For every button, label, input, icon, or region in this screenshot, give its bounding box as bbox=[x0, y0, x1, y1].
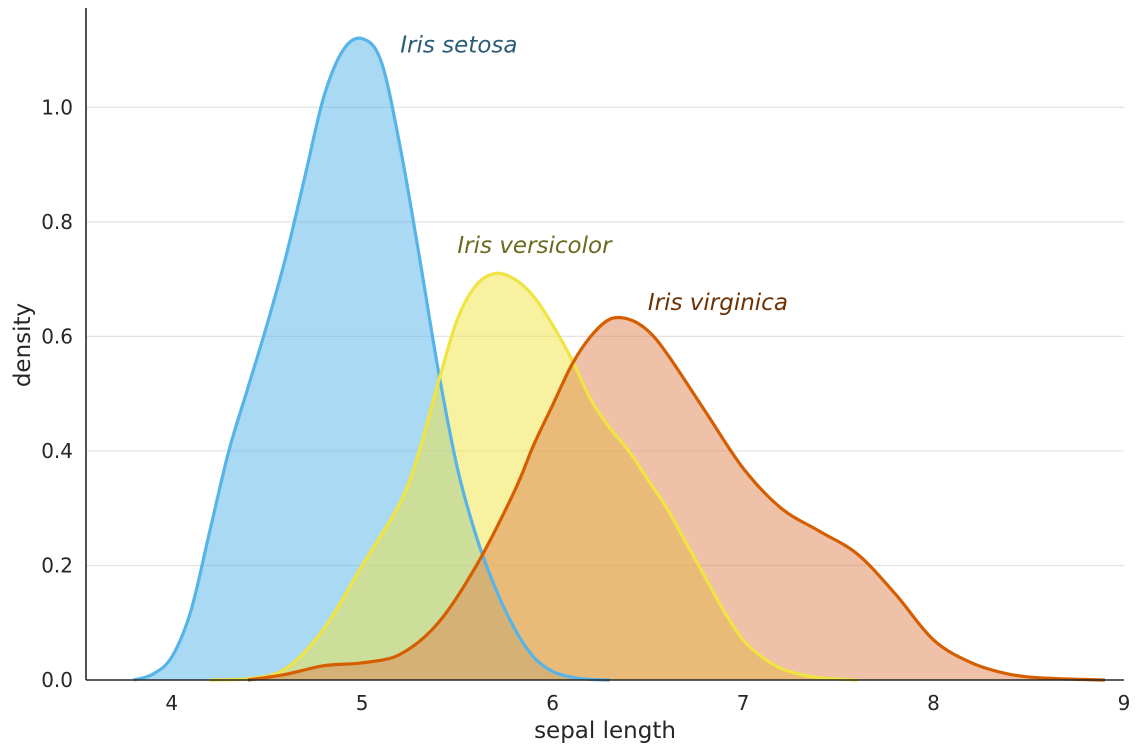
y-axis-label: density bbox=[10, 303, 36, 387]
series-label-iris-versicolor: Iris versicolor bbox=[457, 233, 613, 259]
x-tick-label: 5 bbox=[356, 691, 369, 715]
y-tick-label: 0.8 bbox=[41, 210, 73, 234]
y-tick-label: 0.2 bbox=[41, 553, 73, 577]
x-tick-label: 4 bbox=[165, 691, 178, 715]
axes bbox=[85, 8, 1124, 681]
density-curves bbox=[133, 36, 1105, 682]
y-tick-label: 0.6 bbox=[41, 324, 73, 348]
y-tick-label: 1.0 bbox=[41, 95, 73, 119]
y-tick-label: 0.4 bbox=[41, 439, 73, 463]
x-tick-label: 7 bbox=[737, 691, 750, 715]
density-curve-iris-virginica bbox=[247, 315, 1105, 682]
series-labels: Iris setosa Iris versicolor Iris virginica bbox=[400, 32, 788, 316]
density-curve-iris-setosa bbox=[133, 36, 610, 682]
density-curve-iris-versicolor bbox=[209, 271, 858, 682]
x-tick-label: 9 bbox=[1118, 691, 1131, 715]
tick-labels: 4 5 6 7 8 9 0.0 0.2 0.4 0.6 0.8 1.0 bbox=[41, 95, 1130, 715]
x-axis-label: sepal length bbox=[534, 718, 676, 744]
x-tick-label: 8 bbox=[927, 691, 940, 715]
y-tick-label: 0.0 bbox=[41, 668, 73, 692]
series-label-iris-virginica: Iris virginica bbox=[648, 290, 788, 316]
density-fill-iris-setosa bbox=[133, 38, 610, 680]
density-fills bbox=[133, 38, 1105, 680]
series-label-iris-setosa: Iris setosa bbox=[400, 32, 517, 58]
x-tick-label: 6 bbox=[546, 691, 559, 715]
